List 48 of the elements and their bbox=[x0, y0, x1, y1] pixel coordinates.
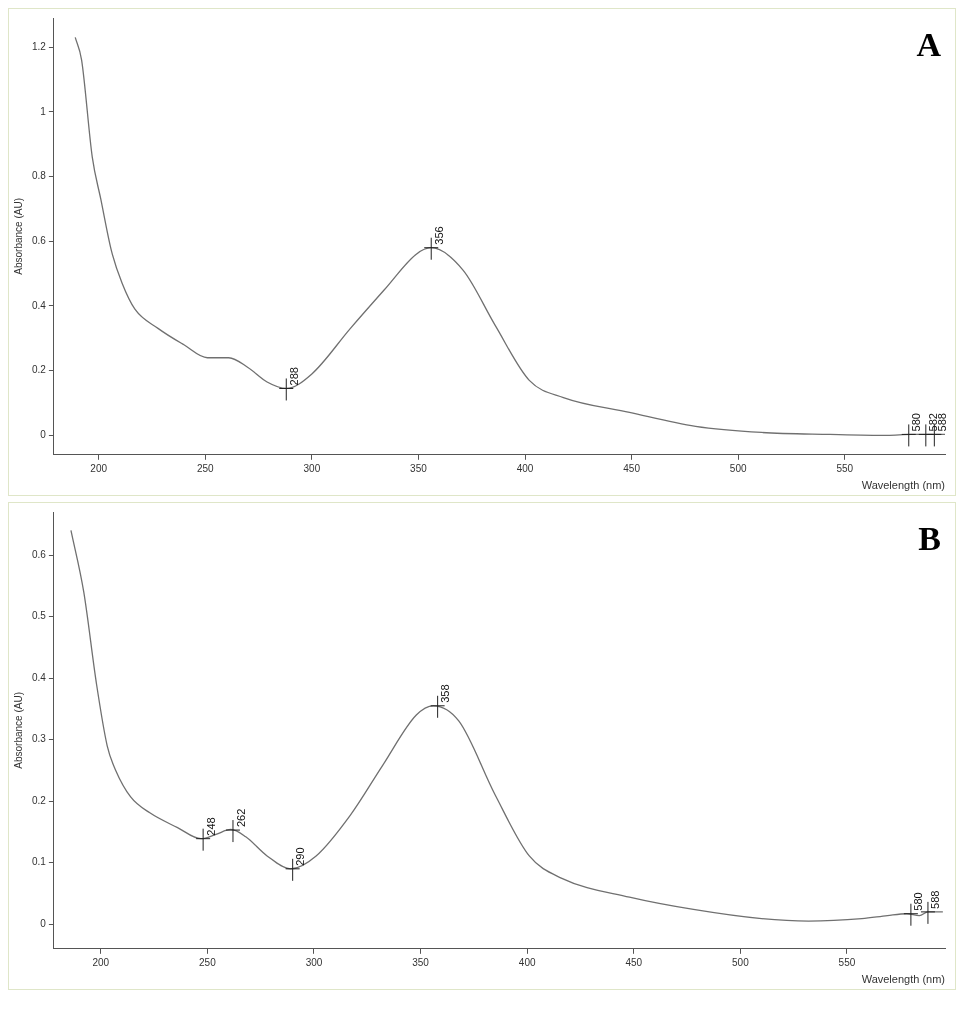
x-tick-label: 550 bbox=[838, 956, 856, 968]
x-tick-label: 450 bbox=[623, 462, 641, 474]
y-tick-label: 0 bbox=[40, 429, 47, 441]
x-axis-title: Wavelength (nm) bbox=[861, 479, 945, 492]
x-tick-label: 350 bbox=[410, 462, 428, 474]
x-tick-label: 350 bbox=[412, 956, 430, 968]
annotation: 248 bbox=[204, 817, 217, 836]
x-tick-label: 400 bbox=[518, 956, 536, 968]
y-tick-label: 0 bbox=[40, 917, 47, 929]
x-axis-title: Wavelength (nm) bbox=[861, 973, 945, 986]
line-series bbox=[74, 36, 945, 437]
y-tick-label: 1 bbox=[40, 105, 47, 117]
y-tick-label: 0.4 bbox=[32, 299, 47, 311]
y-tick-label: 0.6 bbox=[32, 548, 47, 560]
annotation: 582 bbox=[927, 413, 940, 432]
y-tick-label: 0.3 bbox=[32, 733, 47, 745]
x-tick-label: 300 bbox=[305, 956, 323, 968]
x-tick-label: 300 bbox=[303, 462, 321, 474]
x-tick-label: 250 bbox=[199, 956, 217, 968]
x-tick-label: 500 bbox=[732, 956, 750, 968]
x-tick-label: 200 bbox=[90, 462, 108, 474]
annotation: B bbox=[918, 519, 941, 557]
y-tick-label: 1.2 bbox=[32, 40, 47, 52]
x-tick-label: 400 bbox=[516, 462, 534, 474]
x-tick-label: 200 bbox=[92, 956, 110, 968]
x-tick-label: 250 bbox=[196, 462, 215, 474]
y-axis-title: Absorbance (AU) bbox=[12, 692, 24, 769]
y-tick-label: 0.5 bbox=[32, 610, 47, 622]
x-tick-label: 450 bbox=[625, 956, 643, 968]
annotation: A bbox=[916, 25, 942, 63]
annotation: 588 bbox=[929, 890, 942, 909]
annotation: 358 bbox=[439, 684, 452, 703]
x-tick-label: 500 bbox=[729, 462, 747, 474]
line-series bbox=[70, 529, 944, 922]
annotation: 288 bbox=[287, 367, 300, 386]
annotation: 262 bbox=[234, 808, 247, 828]
y-tick-label: 0.2 bbox=[32, 794, 47, 806]
x-tick-label: 550 bbox=[836, 462, 854, 474]
y-tick-label: 0.2 bbox=[32, 364, 47, 376]
y-tick-label: 0.4 bbox=[32, 671, 47, 683]
annotation: 580 bbox=[912, 892, 925, 911]
annotation: 290 bbox=[294, 847, 307, 866]
annotation: 356 bbox=[432, 226, 445, 245]
y-tick-label: 0.8 bbox=[32, 170, 47, 182]
y-tick-label: 0.1 bbox=[32, 856, 47, 868]
y-axis-title: Absorbance (AU) bbox=[12, 198, 24, 275]
annotation: 580 bbox=[910, 413, 923, 432]
y-tick-label: 0.6 bbox=[32, 235, 47, 246]
